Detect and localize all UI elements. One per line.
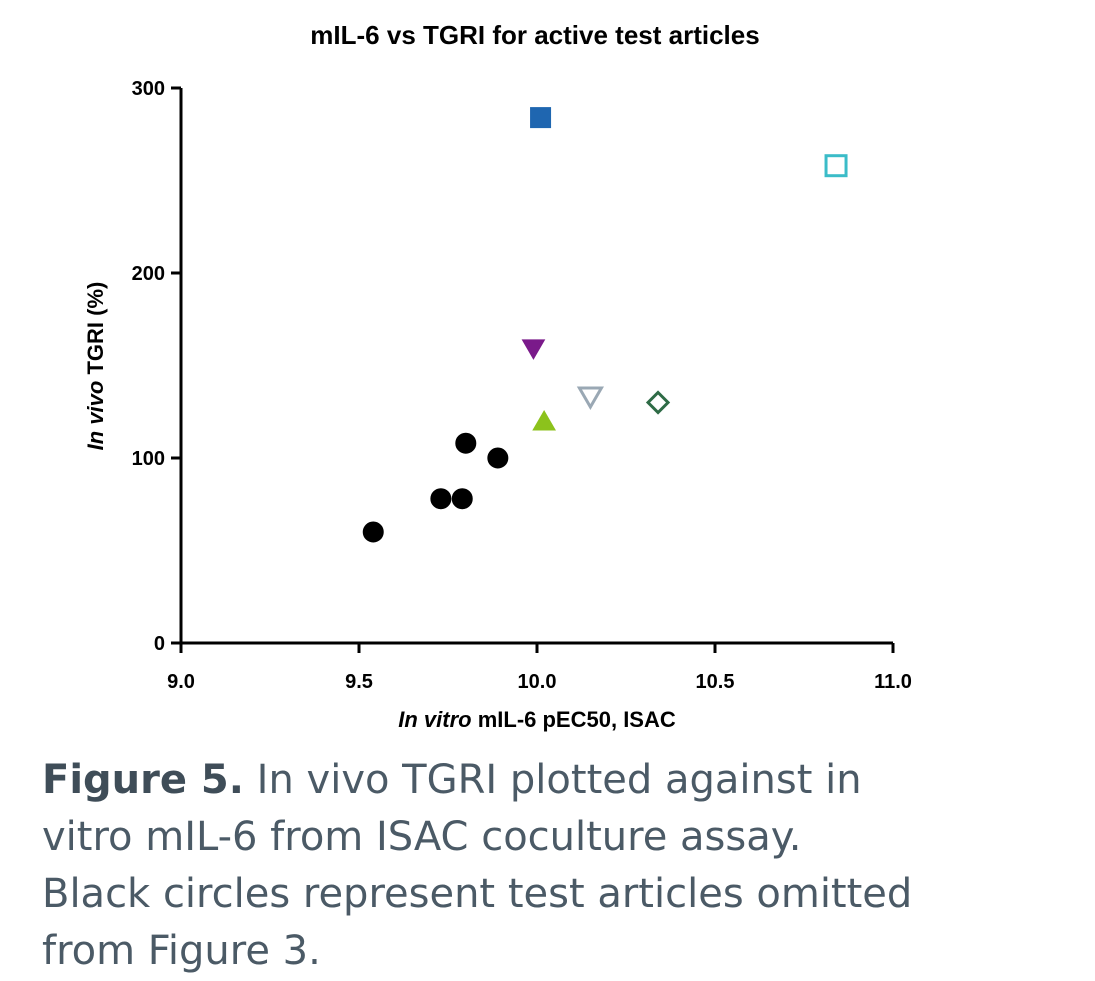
caption-line: In vivo TGRI plotted against in [243,757,862,803]
chart: mIL-6 vs TGRI for active test articles I… [83,20,912,732]
y-tick-label: 100 [132,448,165,470]
y-axis-label-rest: TGRI (%) [83,282,108,381]
point [530,107,552,129]
y-tick-label: 300 [132,78,165,100]
chart-title: mIL-6 vs TGRI for active test articles [310,20,759,50]
point [576,386,605,410]
point [645,390,671,415]
caption-line: from Figure 3. [42,928,321,974]
x-tick-label: 10.0 [518,671,557,693]
caption-label: Figure 5. [42,757,244,803]
x-axis-label-rest: mIL-6 pEC50, ISAC [472,707,676,732]
point [451,488,473,510]
x-tick-label: 11.0 [874,671,912,693]
point [521,339,546,360]
x-tick-label: 9.5 [345,671,373,693]
point [430,488,452,510]
y-axis-label-italic: In vivo [83,381,108,451]
x-axis-label-italic: In vitro [398,707,471,732]
x-tick-label: 10.5 [696,671,735,693]
point [532,410,556,431]
caption-line: Black circles represent test articles om… [42,871,913,917]
point [487,447,509,469]
point [455,432,477,454]
x-tick-label: 9.0 [167,671,195,693]
point [824,154,848,178]
x-axis-label: In vitro mIL-6 pEC50, ISAC [398,707,676,732]
y-tick-label: 0 [154,633,165,655]
y-axis-label: In vivo TGRI (%) [83,282,108,451]
caption: Figure 5. In vivo TGRI plotted against i… [42,752,1082,980]
y-tick-label: 200 [132,263,165,285]
point [362,521,384,543]
caption-line: vitro mIL-6 from ISAC coculture assay. [42,814,802,860]
